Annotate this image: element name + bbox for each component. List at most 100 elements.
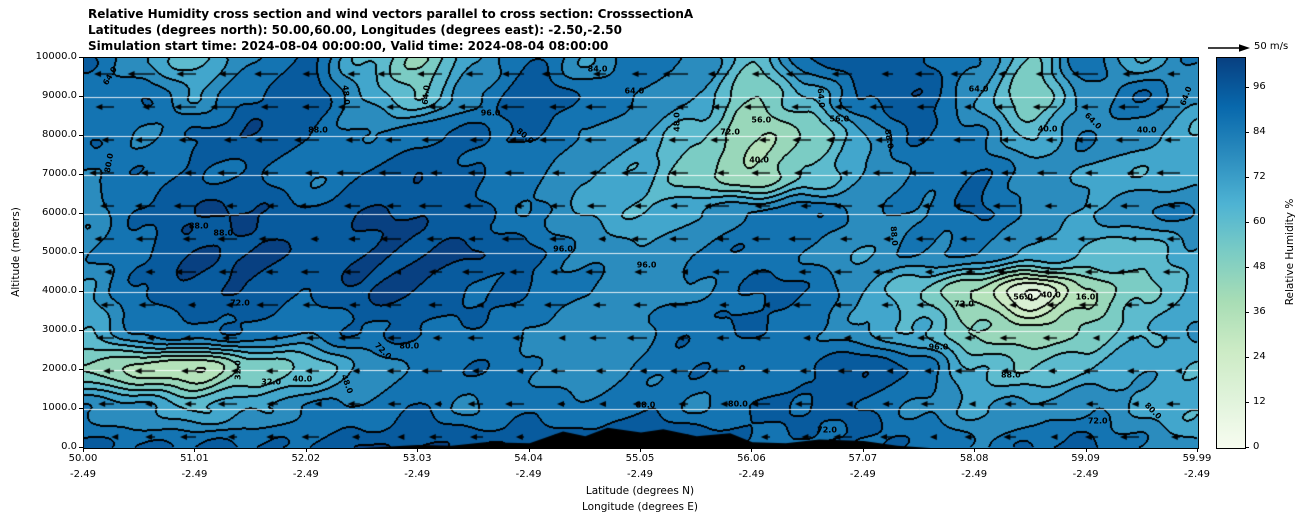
x-tick-label: 59.99 -2.49	[1183, 451, 1212, 483]
contour-line-label: 72.0	[817, 425, 837, 435]
x-tick-latitude: 56.06	[737, 453, 766, 464]
x-tick-latitude: 57.07	[848, 453, 878, 464]
y-tick-mark	[79, 57, 83, 58]
cross-section-plot: 64.0 80.0 88.0 88.0 48.0 64.0 96.0 80.0 84.0 64.0…	[83, 57, 1199, 449]
contour-line-label: 88.0	[1000, 370, 1021, 380]
y-tick-label: 6000.0	[42, 207, 77, 218]
contour-line-label: 40.0	[749, 155, 769, 165]
colorbar-tick-label: 24	[1253, 351, 1266, 362]
contour-line-label: 80.0	[728, 399, 748, 409]
chart-title-line1: Relative Humidity cross section and wind…	[88, 7, 694, 21]
colorbar-tick-label: 12	[1253, 396, 1266, 407]
x-tick-mark	[83, 448, 84, 452]
x-tick-longitude: -2.49	[181, 469, 208, 480]
y-tick-label: 1000.0	[42, 402, 77, 413]
y-tick-label: 0.0	[61, 441, 77, 452]
contour-line-label: 88.0	[308, 125, 328, 135]
colorbar-tick-mark	[1245, 132, 1249, 133]
y-tick-label: 5000.0	[42, 246, 77, 257]
y-tick-mark	[79, 408, 83, 409]
y-tick-mark	[79, 135, 83, 136]
contour-line-label: 40.0	[292, 374, 313, 384]
quiver-key: 50 m/s	[1208, 41, 1304, 55]
contour-field-canvas	[84, 58, 1198, 448]
contour-line-label: 64.0	[968, 84, 989, 94]
contour-line-label: 48.0	[672, 112, 682, 133]
colorbar-tick-mark	[1245, 402, 1249, 403]
colorbar-label: Relative Humidity %	[1284, 198, 1296, 306]
x-tick-latitude: 53.03	[402, 453, 432, 464]
contour-line-label: 56.0	[751, 115, 772, 125]
y-tick-mark	[79, 447, 83, 448]
contour-line-label: 64.0	[420, 84, 432, 106]
colorbar-tick-mark	[1245, 87, 1249, 88]
y-tick-label: 8000.0	[42, 129, 77, 140]
contour-line-label: 72.0	[954, 299, 974, 309]
x-tick-longitude: -2.49	[849, 469, 876, 480]
contour-line-label: 88.0	[188, 221, 209, 231]
x-tick-longitude: -2.49	[70, 469, 96, 480]
x-tick-label: 53.03 -2.49	[403, 451, 432, 483]
colorbar-tick-label: 0	[1253, 441, 1260, 452]
x-tick-mark	[751, 448, 753, 452]
x-tick-longitude: -2.49	[515, 469, 542, 480]
x-tick-mark	[640, 448, 641, 452]
x-tick-mark	[862, 448, 864, 452]
y-tick-mark	[79, 252, 83, 253]
x-tick-label: 52.02 -2.49	[291, 451, 320, 483]
colorbar-tick-mark	[1245, 312, 1249, 313]
x-tick-label: 54.04 -2.49	[514, 451, 543, 483]
contour-line-label: 32.0	[261, 377, 282, 387]
x-tick-latitude: 55.05	[625, 453, 655, 464]
y-tick-label: 9000.0	[42, 90, 77, 101]
colorbar	[1216, 57, 1246, 449]
x-tick-label: 58.08 -2.49	[960, 451, 989, 483]
y-tick-mark	[79, 330, 83, 331]
x-tick-longitude: -2.49	[627, 469, 653, 480]
y-tick-mark	[79, 213, 83, 214]
contour-line-label: 72.0	[720, 127, 740, 137]
y-tick-label: 2000.0	[42, 363, 77, 374]
colorbar-tick-label: 36	[1253, 306, 1266, 317]
contour-line-label: 96.0	[553, 244, 573, 254]
x-tick-latitude: 54.04	[514, 453, 543, 464]
contour-line-label: 16.0	[1075, 292, 1096, 302]
colorbar-tick-label: 84	[1253, 126, 1266, 137]
x-axis-label-latitude: Latitude (degrees N)	[585, 485, 695, 497]
x-tick-mark	[194, 448, 196, 452]
y-tick-mark	[79, 174, 83, 175]
contour-line-label: 40.0	[1041, 290, 1061, 300]
contour-line-label: 72.0	[1087, 416, 1108, 426]
colorbar-tick-label: 72	[1253, 171, 1266, 182]
chart-title-line3: Simulation start time: 2024-08-04 00:00:…	[88, 39, 609, 53]
colorbar-tick-label: 48	[1253, 261, 1266, 272]
contour-line-label: 88.0	[635, 400, 656, 410]
x-tick-longitude: -2.49	[1072, 469, 1099, 480]
contour-line-label: 40.0	[1037, 124, 1058, 134]
x-tick-label: 57.07 -2.49	[848, 451, 877, 483]
x-tick-longitude: -2.49	[292, 469, 319, 480]
x-axis-label-longitude: Longitude (degrees E)	[582, 501, 698, 513]
colorbar-tick-mark	[1245, 222, 1249, 223]
x-tick-mark	[417, 448, 419, 452]
colorbar-tick-label: 96	[1253, 81, 1266, 92]
x-tick-mark	[1085, 448, 1087, 452]
contour-line-label: 96.0	[928, 342, 949, 352]
x-tick-latitude: 51.01	[180, 453, 209, 464]
x-tick-label: 56.06 -2.49	[737, 451, 766, 483]
chart-title-block: Relative Humidity cross section and wind…	[88, 6, 693, 54]
contour-line-label: 32.0	[233, 360, 243, 380]
x-tick-label: 55.05 -2.49	[626, 451, 655, 483]
quiver-key-label: 50 m/s	[1254, 41, 1289, 52]
x-tick-longitude: -2.49	[404, 469, 431, 480]
x-tick-longitude: -2.49	[961, 469, 988, 480]
x-tick-longitude: -2.49	[738, 469, 765, 480]
contour-line-label: 84.0	[587, 64, 608, 74]
contour-line-label: 56.0	[1013, 292, 1033, 302]
x-tick-mark	[1197, 448, 1198, 452]
colorbar-tick-mark	[1245, 447, 1249, 448]
contour-line-label: 88.0	[888, 225, 900, 247]
contour-line-label: 64.0	[624, 86, 645, 96]
x-tick-mark	[974, 448, 976, 452]
